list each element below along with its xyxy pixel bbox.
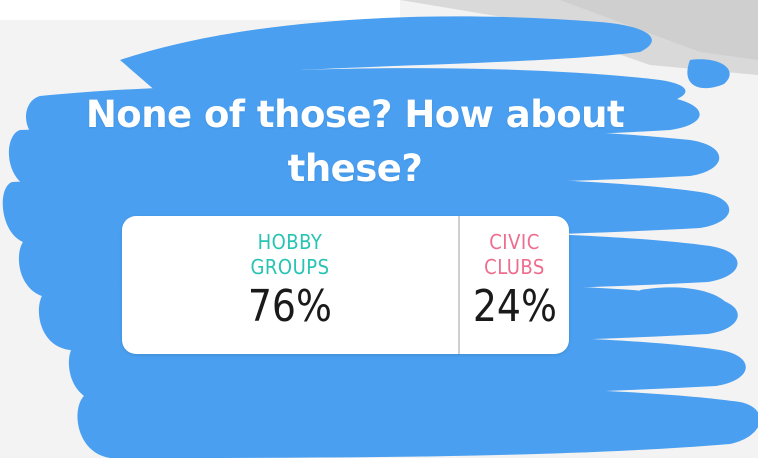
poll-option-civic-clubs[interactable]: CIVIC CLUBS 24% [460,216,569,354]
label-line-1: CIVIC [489,230,540,254]
poll-option-label: CIVIC CLUBS [465,230,565,280]
label-line-1: HOBBY [257,230,323,254]
poll-option-hobby-groups[interactable]: HOBBY GROUPS 76% [122,216,458,354]
poll-option-label: HOBBY GROUPS [240,230,340,280]
question-line-2: these? [287,147,423,190]
poll-question: None of those? How about these? [60,88,650,196]
poll-divider [458,216,460,354]
poll-option-percent: 76% [247,281,333,332]
label-line-2: GROUPS [250,255,330,279]
poll-card: HOBBY GROUPS 76% CIVIC CLUBS 24% [122,216,569,354]
label-line-2: CLUBS [484,255,545,279]
poll-option-percent: 24% [472,281,557,332]
question-line-1: None of those? How about [85,93,625,136]
